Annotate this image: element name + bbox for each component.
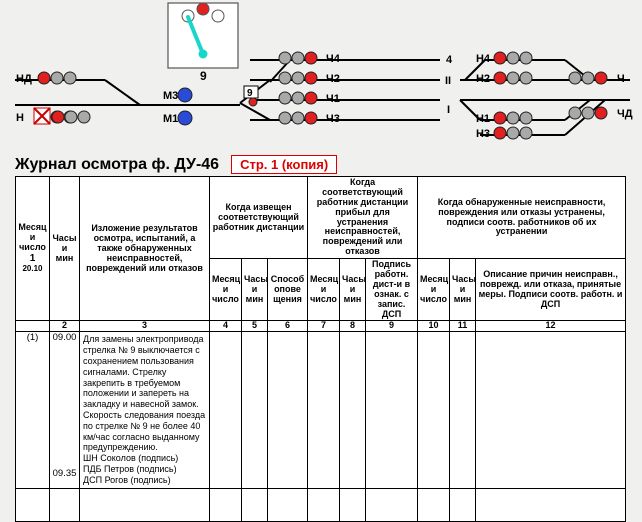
filler	[268, 488, 308, 521]
col-num-11: 11	[450, 321, 476, 332]
th-9: Подпись работн. дист-и в ознак. с запис.…	[366, 259, 418, 321]
journal-title: Журнал осмотра ф. ДУ-46	[15, 156, 219, 174]
th-desc: Изложение результатов осмотра, испытаний…	[80, 177, 210, 321]
th-6: Способ опове щения	[268, 259, 308, 321]
svg-text:4: 4	[446, 54, 453, 66]
col-num-7: 7	[308, 321, 340, 332]
col-num-1	[16, 321, 50, 332]
th-7: Месяц и число	[308, 259, 340, 321]
cell-empty-4	[340, 332, 366, 488]
col-num-6: 6	[268, 321, 308, 332]
th-month: Месяц и число 1 20.10	[16, 177, 50, 321]
track-diagram: 94IIIНДНМ3М1Ч4Ч2Ч1Ч39Н4Н2Н1Н3ЧЧД	[0, 0, 642, 155]
filler	[50, 488, 80, 521]
page-badge: Стр. 1 (копия)	[231, 155, 337, 174]
th-4: Месяц и число	[210, 259, 242, 321]
th-10: Месяц и число	[418, 259, 450, 321]
cell-empty-5	[366, 332, 418, 488]
svg-text:Н3: Н3	[476, 128, 490, 140]
col-num-2: 2	[50, 321, 80, 332]
col-num-4: 4	[210, 321, 242, 332]
svg-text:II: II	[445, 75, 451, 87]
filler	[418, 488, 450, 521]
svg-text:ЧД: ЧД	[617, 108, 633, 120]
svg-text:9: 9	[200, 69, 207, 83]
cell-empty-7	[450, 332, 476, 488]
cell-time: 09.0009.35	[50, 332, 80, 488]
journal-table: Месяц и число 1 20.10 Часы и мин Изложен…	[15, 176, 626, 522]
cell-desc: Для замены электропривода стрелка № 9 вы…	[80, 332, 210, 488]
th-11: Часы и мин	[450, 259, 476, 321]
journal: Журнал осмотра ф. ДУ-46 Стр. 1 (копия) М…	[0, 155, 642, 522]
col-num-5: 5	[242, 321, 268, 332]
cell-empty-6	[418, 332, 450, 488]
cell-month: (1)	[16, 332, 50, 488]
filler	[366, 488, 418, 521]
col-num-12: 12	[476, 321, 626, 332]
svg-text:М1: М1	[163, 113, 178, 125]
th-5: Часы и мин	[242, 259, 268, 321]
cell-empty-2	[268, 332, 308, 488]
svg-text:9: 9	[247, 88, 253, 99]
svg-text:Н1: Н1	[476, 113, 490, 125]
svg-text:Н2: Н2	[476, 73, 490, 85]
filler	[80, 488, 210, 521]
cell-empty-0	[210, 332, 242, 488]
cell-empty-1	[242, 332, 268, 488]
svg-text:I: I	[447, 104, 450, 116]
svg-text:Н4: Н4	[476, 53, 491, 65]
col-num-10: 10	[418, 321, 450, 332]
th-8: Часы и мин	[340, 259, 366, 321]
svg-text:Ч: Ч	[617, 73, 625, 85]
cell-empty-3	[308, 332, 340, 488]
svg-text:Ч1: Ч1	[326, 93, 340, 105]
svg-text:НД: НД	[16, 73, 32, 85]
th-arrived: Когда соответствующий работник дистанции…	[308, 177, 418, 259]
filler	[450, 488, 476, 521]
th-fixed: Когда обнаруженные неисправности, повреж…	[418, 177, 626, 259]
th-12: Описание причин неисправн., поврежд. или…	[476, 259, 626, 321]
col-num-8: 8	[340, 321, 366, 332]
th-notified: Когда извещен соответствующий работник д…	[210, 177, 308, 259]
cell-empty-8	[476, 332, 626, 488]
svg-text:Ч2: Ч2	[326, 73, 340, 85]
filler	[340, 488, 366, 521]
filler	[476, 488, 626, 521]
col-num-3: 3	[80, 321, 210, 332]
th-time: Часы и мин	[50, 177, 80, 321]
filler	[242, 488, 268, 521]
filler	[308, 488, 340, 521]
track-svg: 94IIIНДНМ3М1Ч4Ч2Ч1Ч39Н4Н2Н1Н3ЧЧД	[0, 0, 642, 155]
svg-text:Н: Н	[16, 112, 24, 124]
svg-text:М3: М3	[163, 90, 178, 102]
filler	[210, 488, 242, 521]
filler	[16, 488, 50, 521]
svg-text:Ч4: Ч4	[326, 53, 341, 65]
svg-text:Ч3: Ч3	[326, 113, 340, 125]
col-num-9: 9	[366, 321, 418, 332]
